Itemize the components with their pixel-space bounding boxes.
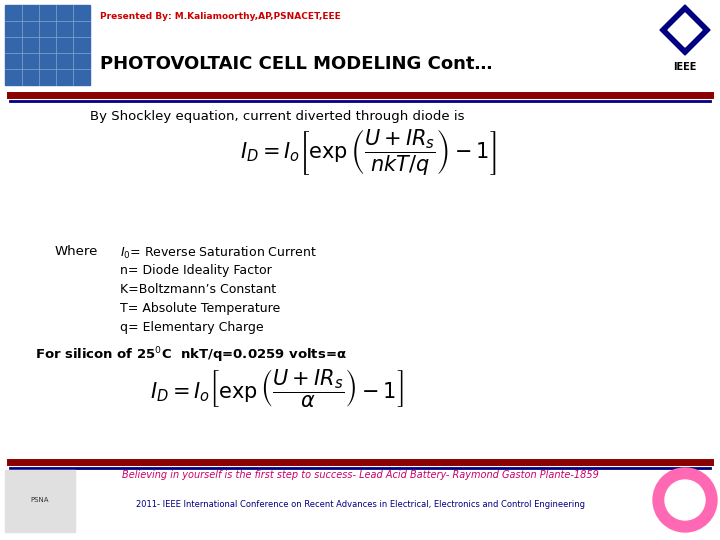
Text: 2011- IEEE International Conference on Recent Advances in Electrical, Electronic: 2011- IEEE International Conference on R… — [135, 500, 585, 509]
Circle shape — [653, 468, 717, 532]
Text: T= Absolute Temperature: T= Absolute Temperature — [120, 302, 280, 315]
Text: By Shockley equation, current diverted through diode is: By Shockley equation, current diverted t… — [90, 110, 464, 123]
Text: K=Boltzmann’s Constant: K=Boltzmann’s Constant — [120, 283, 276, 296]
Polygon shape — [668, 13, 702, 47]
Text: $I_D = I_o \left[ \exp\left(\dfrac{U + IR_s}{nkT / q}\right) - 1 \right]$: $I_D = I_o \left[ \exp\left(\dfrac{U + I… — [240, 128, 496, 178]
Bar — [5, 470, 75, 532]
Text: Believing in yourself is the first step to success- Lead Acid Battery- Raymond G: Believing in yourself is the first step … — [122, 470, 598, 480]
Text: $I_0$= Reverse Saturation Current: $I_0$= Reverse Saturation Current — [120, 245, 317, 261]
Text: n= Diode Ideality Factor: n= Diode Ideality Factor — [120, 264, 271, 277]
Bar — [5, 5, 90, 85]
Text: For silicon of 25$^0$C  nkT/q=0.0259 volts=α: For silicon of 25$^0$C nkT/q=0.0259 volt… — [35, 345, 346, 364]
Text: $I_D = I_o \left[ \exp\left(\dfrac{U + IR_s}{\alpha}\right) - 1 \right]$: $I_D = I_o \left[ \exp\left(\dfrac{U + I… — [150, 368, 404, 410]
Circle shape — [665, 480, 705, 520]
Polygon shape — [660, 5, 710, 55]
Text: PSNA: PSNA — [31, 497, 49, 503]
Text: PHOTOVOLTAIC CELL MODELING Cont…: PHOTOVOLTAIC CELL MODELING Cont… — [100, 55, 492, 73]
Text: Where: Where — [55, 245, 99, 258]
Text: IEEE: IEEE — [673, 62, 697, 72]
Text: q= Elementary Charge: q= Elementary Charge — [120, 321, 264, 334]
Text: Presented By: M.Kaliamoorthy,AP,PSNACET,EEE: Presented By: M.Kaliamoorthy,AP,PSNACET,… — [100, 12, 341, 21]
